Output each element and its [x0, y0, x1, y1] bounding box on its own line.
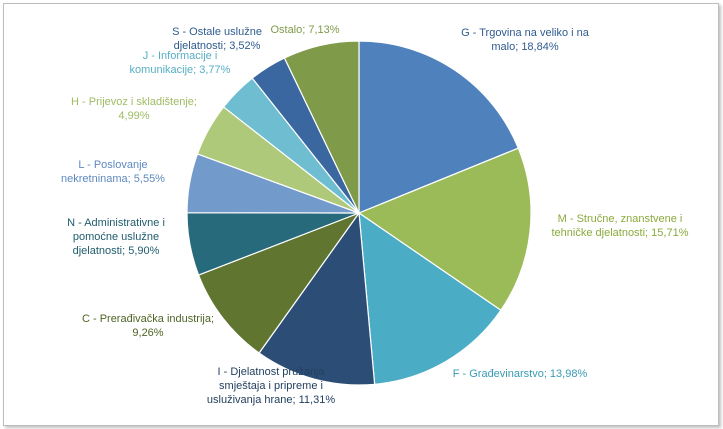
slice-label-line: djelatnosti; 5,90% — [73, 245, 160, 257]
pie-slice-i — [258, 211, 376, 386]
slice-label-line: F - Građevinarstvo; 13,98% — [453, 368, 588, 380]
pie-slice-c — [197, 211, 361, 354]
slice-label-line: 9,26% — [132, 327, 163, 339]
slice-label-line: C - Prerađivačka industrija; — [82, 313, 214, 325]
slice-label-f: F - Građevinarstvo; 13,98% — [453, 368, 588, 380]
slice-label-line: M - Stručne, znanstvene i — [558, 213, 683, 225]
slice-label-n: N - Administrativne i pomoćne uslužne djel… — [67, 217, 165, 257]
slice-label-ostalo: Ostalo; 7,13% — [270, 24, 339, 36]
slice-label-line: tehničke djelatnosti; 15,71% — [552, 227, 689, 239]
slice-label-line: L - Poslovanje — [78, 159, 147, 171]
pie-slice-m — [357, 147, 532, 312]
slice-label-line: nekretninama; 5,55% — [61, 173, 165, 185]
pie-slice-f — [358, 211, 502, 385]
slice-label-line: malo; 18,84% — [491, 41, 558, 53]
slice-label-l: L - Poslovanje nekretninama; 5,55% — [61, 159, 165, 185]
slice-label-h: H - Prijevoz i skladištenje; 4,99% — [71, 96, 197, 122]
slice-label-line: H - Prijevoz i skladištenje; — [71, 96, 197, 108]
slice-label-line: S - Ostale uslužne — [172, 26, 262, 38]
slice-label-line: smještaja i pripreme i — [219, 380, 323, 392]
slice-label-line: 4,99% — [118, 110, 149, 122]
slice-label-c: C - Prerađivačka industrija; 9,26% — [82, 313, 214, 339]
pie-slice-g — [358, 40, 520, 214]
slice-label-line: usluživanja hrane; 11,31% — [207, 394, 335, 406]
slice-label-line: komunikacije; 3,77% — [130, 64, 231, 76]
pie-slice-ostalo — [283, 40, 360, 214]
slice-label-line: djelatnosti; 3,52% — [174, 40, 261, 52]
slice-label-line: pomoćne uslužne — [73, 231, 159, 243]
slice-label-i: I - Djelatnost pružanja smještaja i pripr… — [207, 366, 335, 406]
slice-label-g: G - Trgovina na veliko i na malo; 18,84% — [461, 27, 590, 53]
slice-label-line: N - Administrativne i — [67, 217, 165, 229]
slice-label-s: S - Ostale uslužne djelatnosti; 3,52% — [172, 26, 262, 52]
slice-label-line: J - Informacije i — [143, 50, 218, 62]
slice-label-m: M - Stručne, znanstvene i tehničke djelat… — [552, 213, 689, 239]
slice-label-j: J - Informacije i komunikacije; 3,77% — [130, 50, 231, 76]
slice-label-line: G - Trgovina na veliko i na — [461, 27, 590, 39]
slice-label-line: I - Djelatnost pružanja — [218, 366, 326, 378]
slice-label-line: Ostalo; 7,13% — [270, 24, 339, 36]
